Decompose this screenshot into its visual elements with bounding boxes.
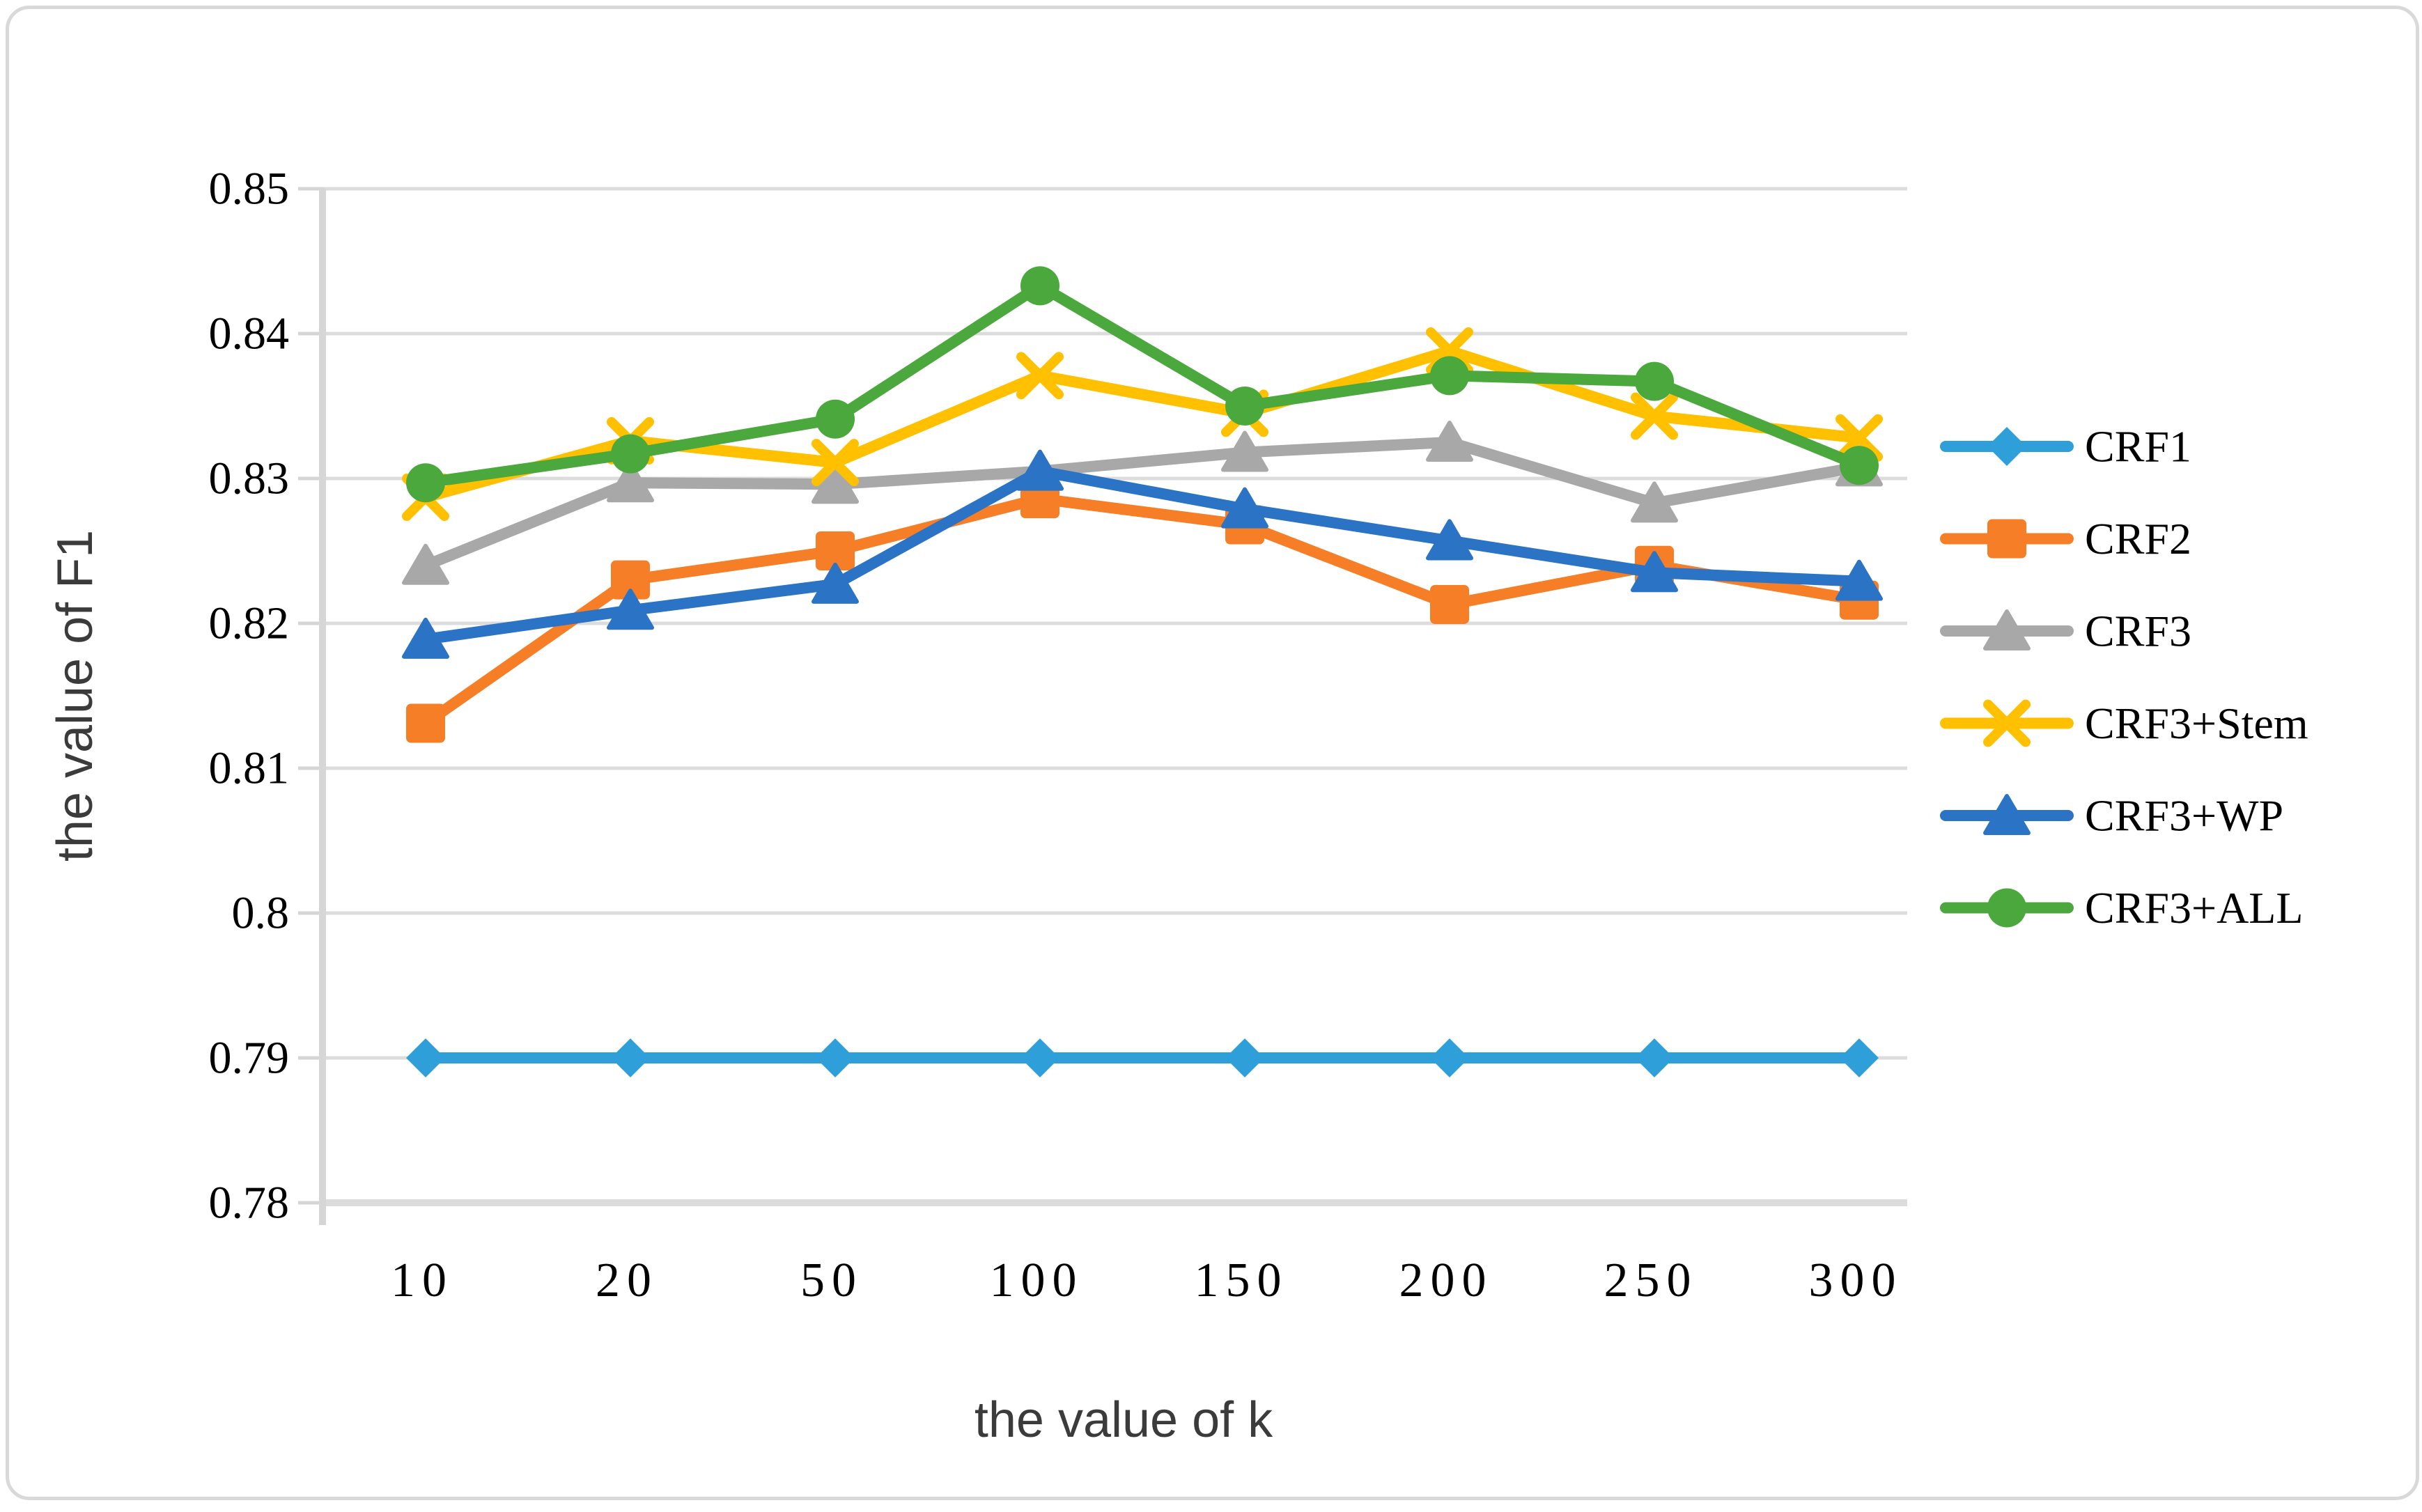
x-axis-title: the value of k [974,1392,1273,1448]
series-marker-CRF2 [816,531,855,570]
legend-marker-CRF3+Stem [1983,699,2031,747]
series-marker-CRF3+ALL [1840,446,1879,485]
series-marker-CRF2 [1430,584,1469,624]
series-marker-CRF3+ALL [1635,361,1674,401]
y-tick-label: 0.83 [209,453,290,504]
x-tick-label: 100 [990,1254,1084,1307]
series-marker-CRF3+WP [607,589,654,630]
y-tick-label: 0.84 [209,309,290,359]
line-chart: 0.85 0.84 0.83 0.82 0.81 0.8 0.79 0.78 10 20 50 100… [209,164,2308,1308]
legend-label-CRF1: CRF1 [2085,422,2191,471]
series-marker-CRF2 [406,703,445,743]
series-marker-CRF3+WP [1631,551,1678,593]
legend-label-CRF2: CRF2 [2085,514,2191,563]
series-marker-CRF3+WP [812,562,859,604]
series-marker-CRF3+WP [1835,559,1883,601]
y-tick-label: 0.81 [209,743,290,794]
legend-marker-CRF2 [1987,519,2026,559]
legend-label-CRF3+Stem: CRF3+Stem [2085,699,2308,748]
legend-label-CRF3+WP: CRF3+WP [2085,791,2283,841]
y-tick-label: 0.79 [209,1033,290,1084]
series-marker-CRF1 [1635,1038,1674,1077]
series-marker-CRF3 [1426,421,1473,462]
x-tick-label: 20 [596,1254,658,1307]
series-marker-CRF3+Stem [812,439,859,487]
series-marker-CRF3+WP [1221,487,1268,529]
chart-container: 0.85 0.84 0.83 0.82 0.81 0.8 0.79 0.78 10 20 50 100… [6,6,2419,1500]
series-line-CRF3+WP [420,465,1865,645]
series-marker-CRF3+WP [1426,519,1473,561]
series-marker-CRF1 [1430,1038,1469,1077]
series-marker-CRF1 [816,1038,855,1077]
series-marker-CRF3+ALL [1020,266,1059,306]
series-marker-CRF2 [611,560,650,600]
legend-marker-CRF3 [1983,609,2031,650]
series-marker-CRF3+ALL [816,399,855,439]
y-tick-label: 0.78 [209,1178,290,1229]
series-line-CRF3 [420,437,1865,571]
series-marker-CRF1 [406,1038,445,1077]
legend-label-CRF3+ALL: CRF3+ALL [2085,883,2303,933]
series-marker-CRF3+Stem [1016,352,1064,400]
series-marker-CRF3+Stem [1835,414,1883,462]
x-tick-label: 10 [391,1254,453,1307]
series-marker-CRF3+ALL [1225,387,1264,426]
series-marker-CRF3 [812,462,859,504]
series-marker-CRF3+ALL [1430,356,1469,396]
x-tick-label: 150 [1195,1254,1289,1307]
series-marker-CRF1 [611,1038,650,1077]
series-marker-CRF3+WP [1016,449,1064,491]
series-line-CRF3+ALL [420,280,1865,489]
series-marker-CRF1 [1840,1038,1879,1077]
legend-label-CRF3: CRF3 [2085,607,2191,656]
series-marker-CRF3 [402,543,449,585]
series-marker-CRF1 [1225,1038,1264,1077]
series-marker-CRF3+ALL [611,434,650,474]
y-axis-title: the value of F1 [47,529,103,862]
x-tick-label: 200 [1399,1254,1493,1307]
series-marker-CRF3+Stem [1631,392,1678,440]
legend-marker-CRF1 [1987,427,2026,466]
y-tick-label: 0.85 [209,164,290,215]
series-marker-CRF3 [1631,481,1678,523]
x-tick-label: 250 [1604,1254,1698,1307]
series-marker-CRF1 [1020,1038,1059,1077]
y-tick-label: 0.8 [232,888,290,939]
series-marker-CRF3 [607,461,654,503]
series-marker-CRF3+ALL [406,463,445,503]
x-tick-label: 50 [800,1254,863,1307]
x-tick-label: 300 [1809,1254,1903,1307]
series-marker-CRF3 [1221,430,1268,472]
y-tick-label: 0.82 [209,598,290,649]
legend-marker-CRF3+ALL [1987,888,2026,928]
legend-marker-CRF3+WP [1983,794,2031,835]
series-marker-CRF3+WP [402,617,449,659]
